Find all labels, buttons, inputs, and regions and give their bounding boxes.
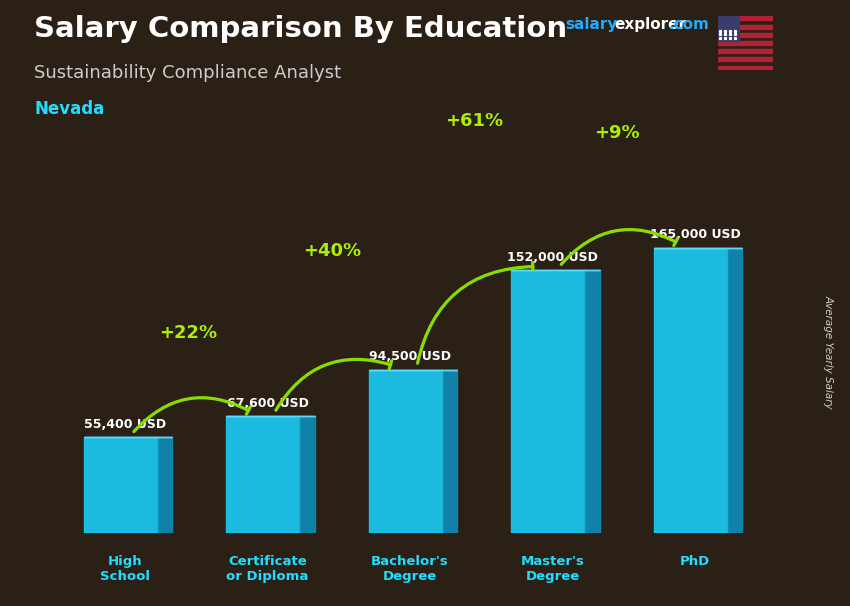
Bar <box>369 370 443 533</box>
Text: explorer: explorer <box>615 17 687 32</box>
Text: Master's
Degree: Master's Degree <box>521 555 585 583</box>
Text: Sustainability Compliance Analyst: Sustainability Compliance Analyst <box>34 64 341 82</box>
Polygon shape <box>158 438 173 533</box>
Bar <box>718 25 774 28</box>
Text: 152,000 USD: 152,000 USD <box>507 250 598 264</box>
Text: +22%: +22% <box>159 324 217 342</box>
Text: Salary Comparison By Education: Salary Comparison By Education <box>34 15 567 43</box>
Polygon shape <box>586 270 599 533</box>
Bar <box>718 65 774 70</box>
Text: Bachelor's
Degree: Bachelor's Degree <box>371 555 449 583</box>
Bar <box>718 49 774 53</box>
Bar <box>226 416 300 533</box>
Text: PhD: PhD <box>680 555 710 568</box>
Bar <box>718 16 774 21</box>
Bar <box>511 270 586 533</box>
Text: 67,600 USD: 67,600 USD <box>227 397 309 410</box>
Bar <box>718 41 774 45</box>
Bar <box>84 438 158 533</box>
Text: High
School: High School <box>100 555 150 583</box>
Text: Certificate
or Diploma: Certificate or Diploma <box>226 555 309 583</box>
Text: 55,400 USD: 55,400 USD <box>84 418 167 431</box>
Text: Nevada: Nevada <box>34 100 105 118</box>
Polygon shape <box>443 370 457 533</box>
Text: Average Yearly Salary: Average Yearly Salary <box>824 295 834 408</box>
Text: +61%: +61% <box>445 112 503 130</box>
Text: +9%: +9% <box>594 124 639 142</box>
Text: 165,000 USD: 165,000 USD <box>649 228 740 241</box>
Text: salary: salary <box>565 17 618 32</box>
Bar <box>654 248 728 533</box>
Bar <box>718 33 774 37</box>
Text: +40%: +40% <box>303 242 360 261</box>
Bar <box>718 58 774 61</box>
Text: .com: .com <box>668 17 709 32</box>
Bar <box>718 16 740 41</box>
Text: 94,500 USD: 94,500 USD <box>369 350 451 363</box>
Polygon shape <box>300 416 314 533</box>
Polygon shape <box>728 248 742 533</box>
